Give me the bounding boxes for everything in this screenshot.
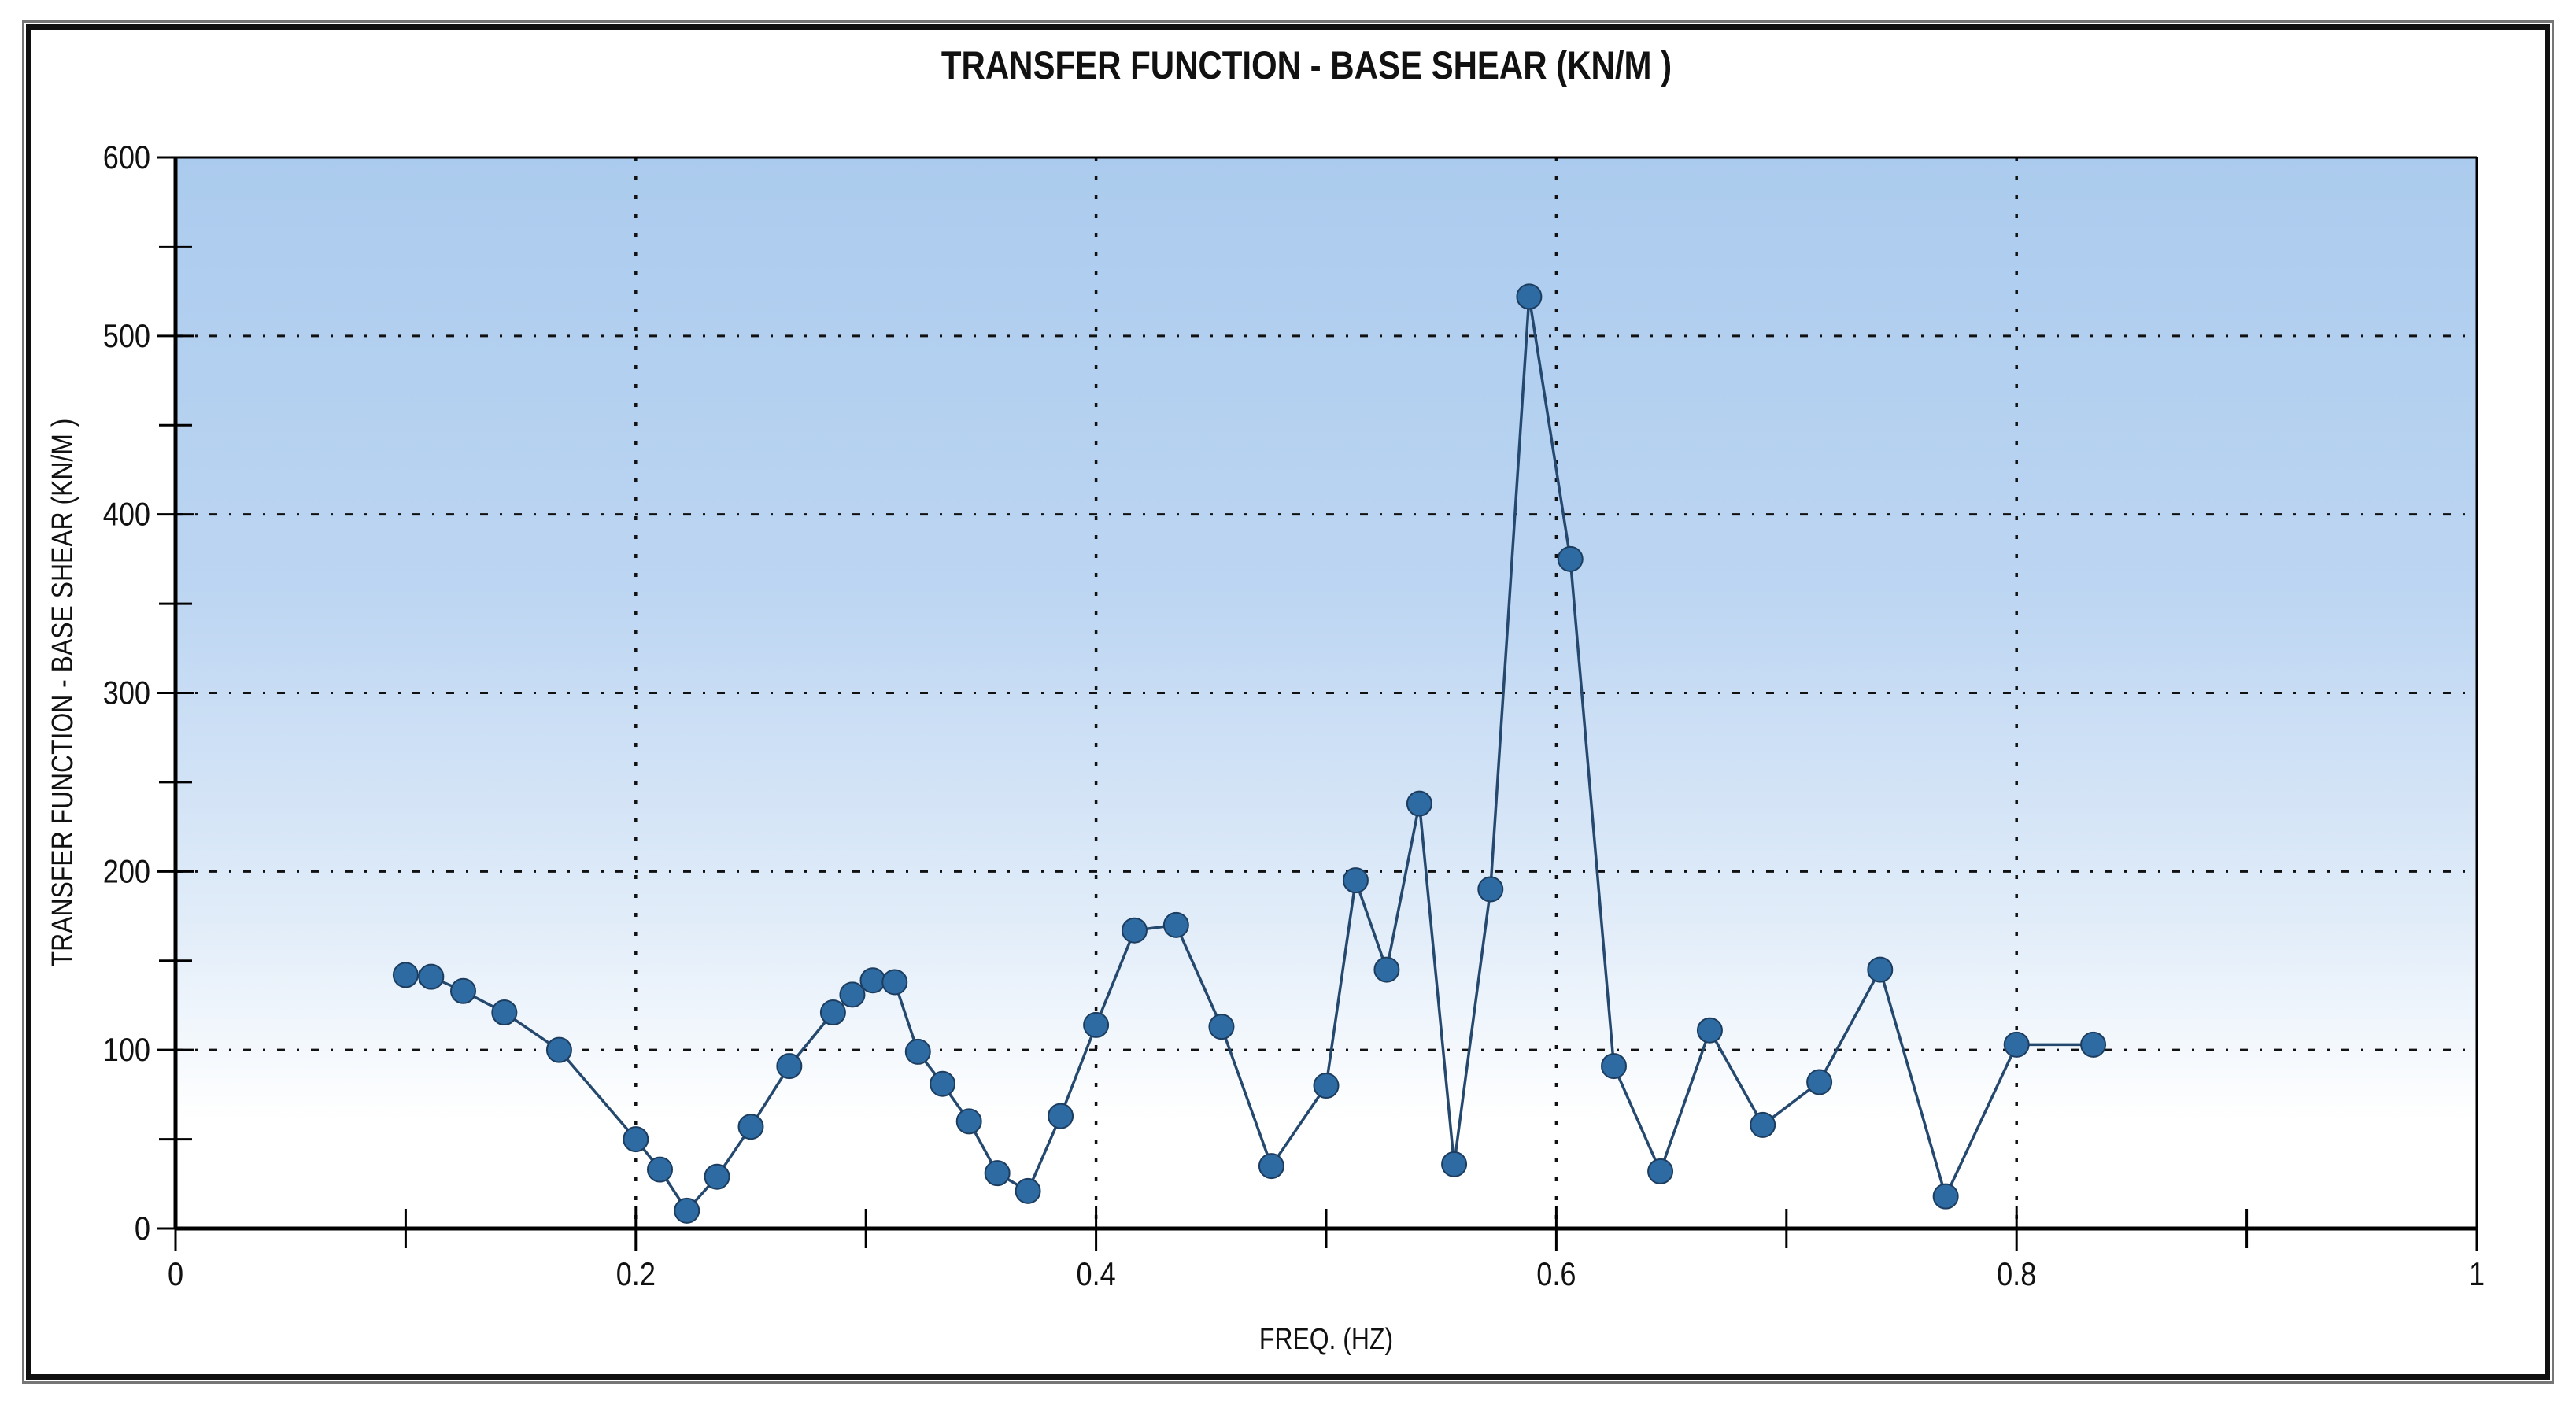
x-tick-label: 0.4 — [1077, 1257, 1116, 1293]
data-point — [623, 1126, 649, 1153]
data-point — [1932, 1183, 1959, 1210]
y-tick-label: 100 — [103, 1033, 150, 1069]
data-point — [647, 1156, 674, 1183]
data-point — [704, 1163, 730, 1190]
x-tick-label: 0 — [168, 1257, 183, 1293]
data-point — [859, 967, 886, 994]
data-point — [1647, 1158, 1674, 1184]
data-point — [1477, 876, 1504, 903]
y-tick-label: 500 — [103, 318, 150, 354]
data-point — [904, 1038, 931, 1065]
data-point — [955, 1108, 982, 1135]
data-point — [1083, 1011, 1110, 1038]
x-tick-label: 0.8 — [1997, 1257, 2036, 1293]
data-point — [1601, 1053, 1627, 1080]
data-point — [1048, 1103, 1074, 1129]
y-tick-label: 400 — [103, 497, 150, 533]
data-point — [984, 1160, 1011, 1187]
data-point — [418, 963, 445, 990]
data-point — [2003, 1031, 2030, 1058]
axis-ticks — [157, 156, 2478, 1251]
data-point — [1806, 1069, 1833, 1095]
data-point — [1342, 867, 1369, 894]
data-point — [1121, 917, 1148, 944]
data-point — [819, 999, 846, 1026]
data-point — [1373, 956, 1400, 983]
data-point — [1750, 1111, 1776, 1138]
data-point — [1258, 1153, 1284, 1180]
data-point — [1015, 1177, 1041, 1204]
y-tick-label: 0 — [135, 1211, 150, 1247]
x-tick-label: 1 — [2469, 1257, 2485, 1293]
plot-gridlines — [176, 157, 2477, 1228]
x-tick-label: 0.2 — [616, 1257, 656, 1293]
chart-title: TRANSFER FUNCTION - BASE SHEAR (KN/M ) — [941, 43, 1672, 87]
axis-tick-labels: 0 100 200 300 400 500 600 0 0.2 0.4 0.6 0.8 1 — [103, 140, 2485, 1293]
data-point — [1557, 545, 1584, 572]
data-point — [1406, 790, 1432, 817]
y-axis-label: TRANSFER FUNCTION - BASE SHEAR (KN/M ) — [46, 419, 79, 967]
data-point — [1516, 283, 1543, 310]
data-point — [1162, 911, 1189, 938]
data-point — [2080, 1031, 2107, 1058]
data-point — [776, 1053, 803, 1080]
data-point — [839, 981, 866, 1008]
y-tick-label: 200 — [103, 854, 150, 890]
data-point — [1313, 1073, 1340, 1099]
data-point — [737, 1114, 764, 1140]
data-point — [930, 1070, 956, 1097]
x-tick-label: 0.6 — [1536, 1257, 1576, 1293]
data-series — [392, 283, 2107, 1224]
data-point — [545, 1036, 572, 1063]
data-point — [1696, 1017, 1723, 1044]
data-point — [674, 1197, 700, 1224]
data-point — [1208, 1014, 1235, 1040]
data-point — [1441, 1151, 1468, 1177]
data-point — [881, 969, 908, 996]
data-point — [1867, 956, 1894, 983]
data-point — [450, 977, 476, 1004]
data-point — [491, 999, 518, 1026]
data-point — [392, 962, 419, 988]
y-tick-label: 600 — [103, 140, 150, 176]
y-tick-label: 300 — [103, 675, 150, 711]
x-axis-label: FREQ. (HZ) — [1259, 1322, 1393, 1355]
